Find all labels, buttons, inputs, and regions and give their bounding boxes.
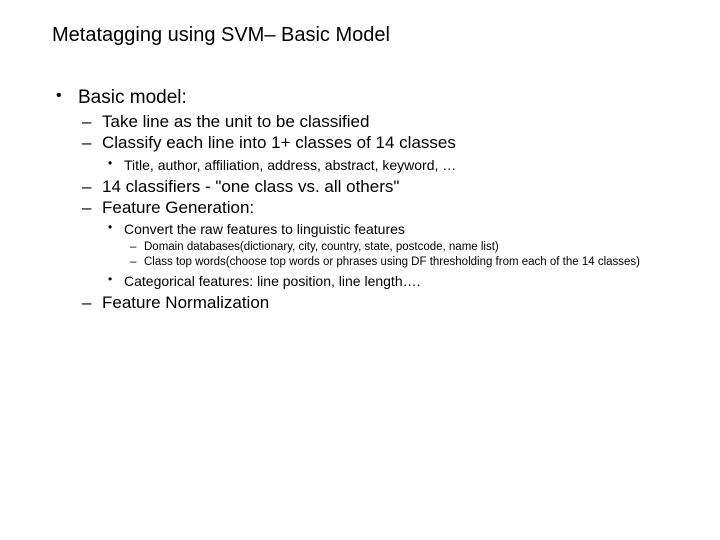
bullet-list-lvl3: Title, author, affiliation, address, abs… [102,156,668,174]
bullet-list-lvl2: Take line as the unit to be classified C… [78,111,668,314]
list-item: 14 classifiers - "one class vs. all othe… [78,176,668,197]
list-item: Take line as the unit to be classified [78,111,668,132]
list-item: Feature Normalization [78,292,668,313]
list-item-text: Convert the raw features to linguistic f… [124,221,405,237]
list-item-text: Class top words(choose top words or phra… [144,256,640,268]
list-item: Classify each line into 1+ classes of 14… [78,132,668,173]
list-item-text: Categorical features: line position, lin… [124,273,421,289]
list-item-text: Title, author, affiliation, address, abs… [124,157,456,173]
list-item: Convert the raw features to linguistic f… [102,220,668,270]
list-item-text: Take line as the unit to be classified [102,112,369,131]
list-item-text: Feature Generation: [102,198,254,217]
bullet-list-lvl1: Basic model: Take line as the unit to be… [52,87,668,314]
list-item-text: Basic model: [78,87,187,108]
list-item-text: Classify each line into 1+ classes of 14… [102,133,456,152]
list-item: Class top words(choose top words or phra… [124,255,668,270]
bullet-list-lvl3: Convert the raw features to linguistic f… [102,220,668,290]
list-item-text: 14 classifiers - "one class vs. all othe… [102,177,399,196]
slide: Metatagging using SVM– Basic Model Basic… [0,0,720,540]
list-item-text: Feature Normalization [102,293,269,312]
list-item: Categorical features: line position, lin… [102,272,668,290]
bullet-list-lvl4: Domain databases(dictionary, city, count… [124,240,668,270]
list-item: Basic model: Take line as the unit to be… [52,87,668,314]
list-item: Feature Generation: Convert the raw feat… [78,197,668,291]
list-item-text: Domain databases(dictionary, city, count… [144,241,499,253]
list-item: Domain databases(dictionary, city, count… [124,240,668,255]
slide-title: Metatagging using SVM– Basic Model [52,24,668,47]
list-item: Title, author, affiliation, address, abs… [102,156,668,174]
